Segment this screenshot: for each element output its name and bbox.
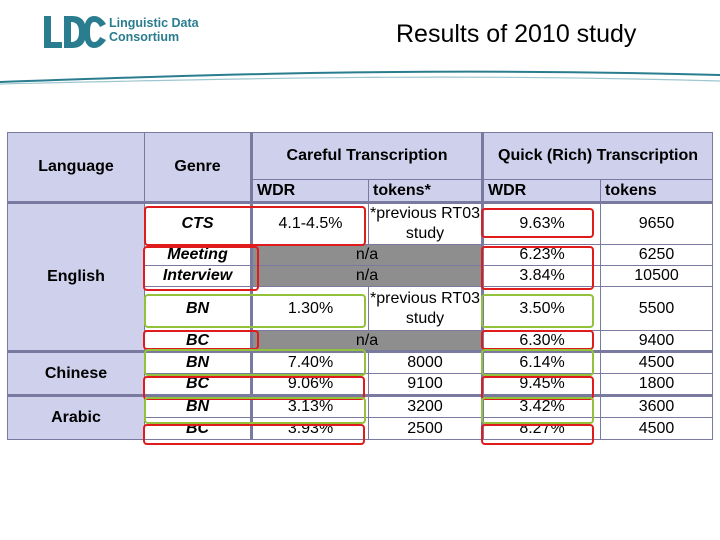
quick-wdr-bc-english: 6.30% — [482, 330, 602, 352]
careful-na-interview: n/a — [250, 265, 485, 287]
genre-bc-arabic: BC — [144, 417, 253, 440]
quick-tokens-bc-arabic: 4500 — [600, 417, 714, 440]
quick-tokens-bn-chinese: 4500 — [600, 350, 714, 374]
quick-tokens-bn-arabic: 3600 — [600, 394, 714, 418]
genre-bc-english: BC — [144, 330, 253, 352]
careful-tokens-bn-english: *previous RT03 study — [367, 286, 485, 331]
careful-na-meeting: n/a — [250, 244, 485, 266]
header-careful-wdr: WDR — [251, 179, 369, 203]
logo-line-2: Consortium — [109, 30, 180, 44]
careful-tokens-bc-arabic: 2500 — [367, 417, 485, 440]
careful-wdr-bn-chinese: 7.40% — [251, 350, 369, 374]
careful-wdr-bn-arabic: 3.13% — [251, 394, 369, 418]
header-genre: Genre — [144, 132, 253, 203]
header-language: Language — [7, 132, 145, 203]
careful-tokens-bn-arabic: 3200 — [367, 394, 485, 418]
header-quick-wdr: WDR — [482, 179, 602, 203]
logo-text: Linguistic Data Consortium — [109, 16, 199, 44]
careful-tokens-bc-chinese: 9100 — [367, 373, 485, 396]
header-quick-tokens: tokens — [600, 179, 714, 203]
language-chinese: Chinese — [7, 350, 145, 396]
genre-bn-english: BN — [144, 286, 253, 331]
quick-wdr-bn-chinese: 6.14% — [482, 350, 602, 374]
careful-wdr-bn-english: 1.30% — [251, 286, 369, 331]
quick-tokens-cts: 9650 — [600, 201, 714, 245]
ldc-logo-mark — [44, 16, 106, 48]
header-quick-transcription: Quick (Rich) Transcription — [482, 132, 714, 180]
header-careful-transcription: Careful Transcription — [250, 132, 485, 180]
language-english: English — [7, 201, 145, 352]
quick-wdr-meeting: 6.23% — [482, 244, 602, 266]
ldc-logo — [42, 12, 212, 54]
genre-bc-chinese: BC — [144, 373, 253, 396]
careful-tokens-bn-chinese: 8000 — [367, 350, 485, 374]
results-table: Language Genre Careful Transcription Qui… — [7, 132, 714, 440]
genre-cts: CTS — [144, 201, 253, 245]
careful-na-bc-english: n/a — [250, 330, 485, 352]
quick-tokens-bn-english: 5500 — [600, 286, 714, 331]
careful-wdr-bc-arabic: 3.93% — [251, 417, 369, 440]
genre-interview: Interview — [144, 265, 253, 287]
careful-tokens-cts: *previous RT03 study — [367, 201, 485, 245]
genre-bn-chinese: BN — [144, 350, 253, 374]
quick-wdr-interview: 3.84% — [482, 265, 602, 287]
quick-wdr-cts: 9.63% — [482, 201, 602, 245]
careful-wdr-bc-chinese: 9.06% — [251, 373, 369, 396]
careful-wdr-cts: 4.1-4.5% — [251, 201, 369, 245]
slide-title: Results of 2010 study — [396, 20, 637, 48]
language-arabic: Arabic — [7, 394, 145, 440]
quick-wdr-bc-arabic: 8.27% — [482, 417, 602, 440]
quick-tokens-interview: 10500 — [600, 265, 714, 287]
quick-tokens-bc-chinese: 1800 — [600, 373, 714, 396]
quick-tokens-meeting: 6250 — [600, 244, 714, 266]
genre-meeting: Meeting — [144, 244, 253, 266]
quick-tokens-bc-english: 9400 — [600, 330, 714, 352]
quick-wdr-bc-chinese: 9.45% — [482, 373, 602, 396]
logo-line-1: Linguistic Data — [109, 16, 199, 30]
genre-bn-arabic: BN — [144, 394, 253, 418]
decorative-swoosh — [0, 70, 720, 85]
header-careful-tokens: tokens* — [367, 179, 485, 203]
quick-wdr-bn-english: 3.50% — [482, 286, 602, 331]
quick-wdr-bn-arabic: 3.42% — [482, 394, 602, 418]
